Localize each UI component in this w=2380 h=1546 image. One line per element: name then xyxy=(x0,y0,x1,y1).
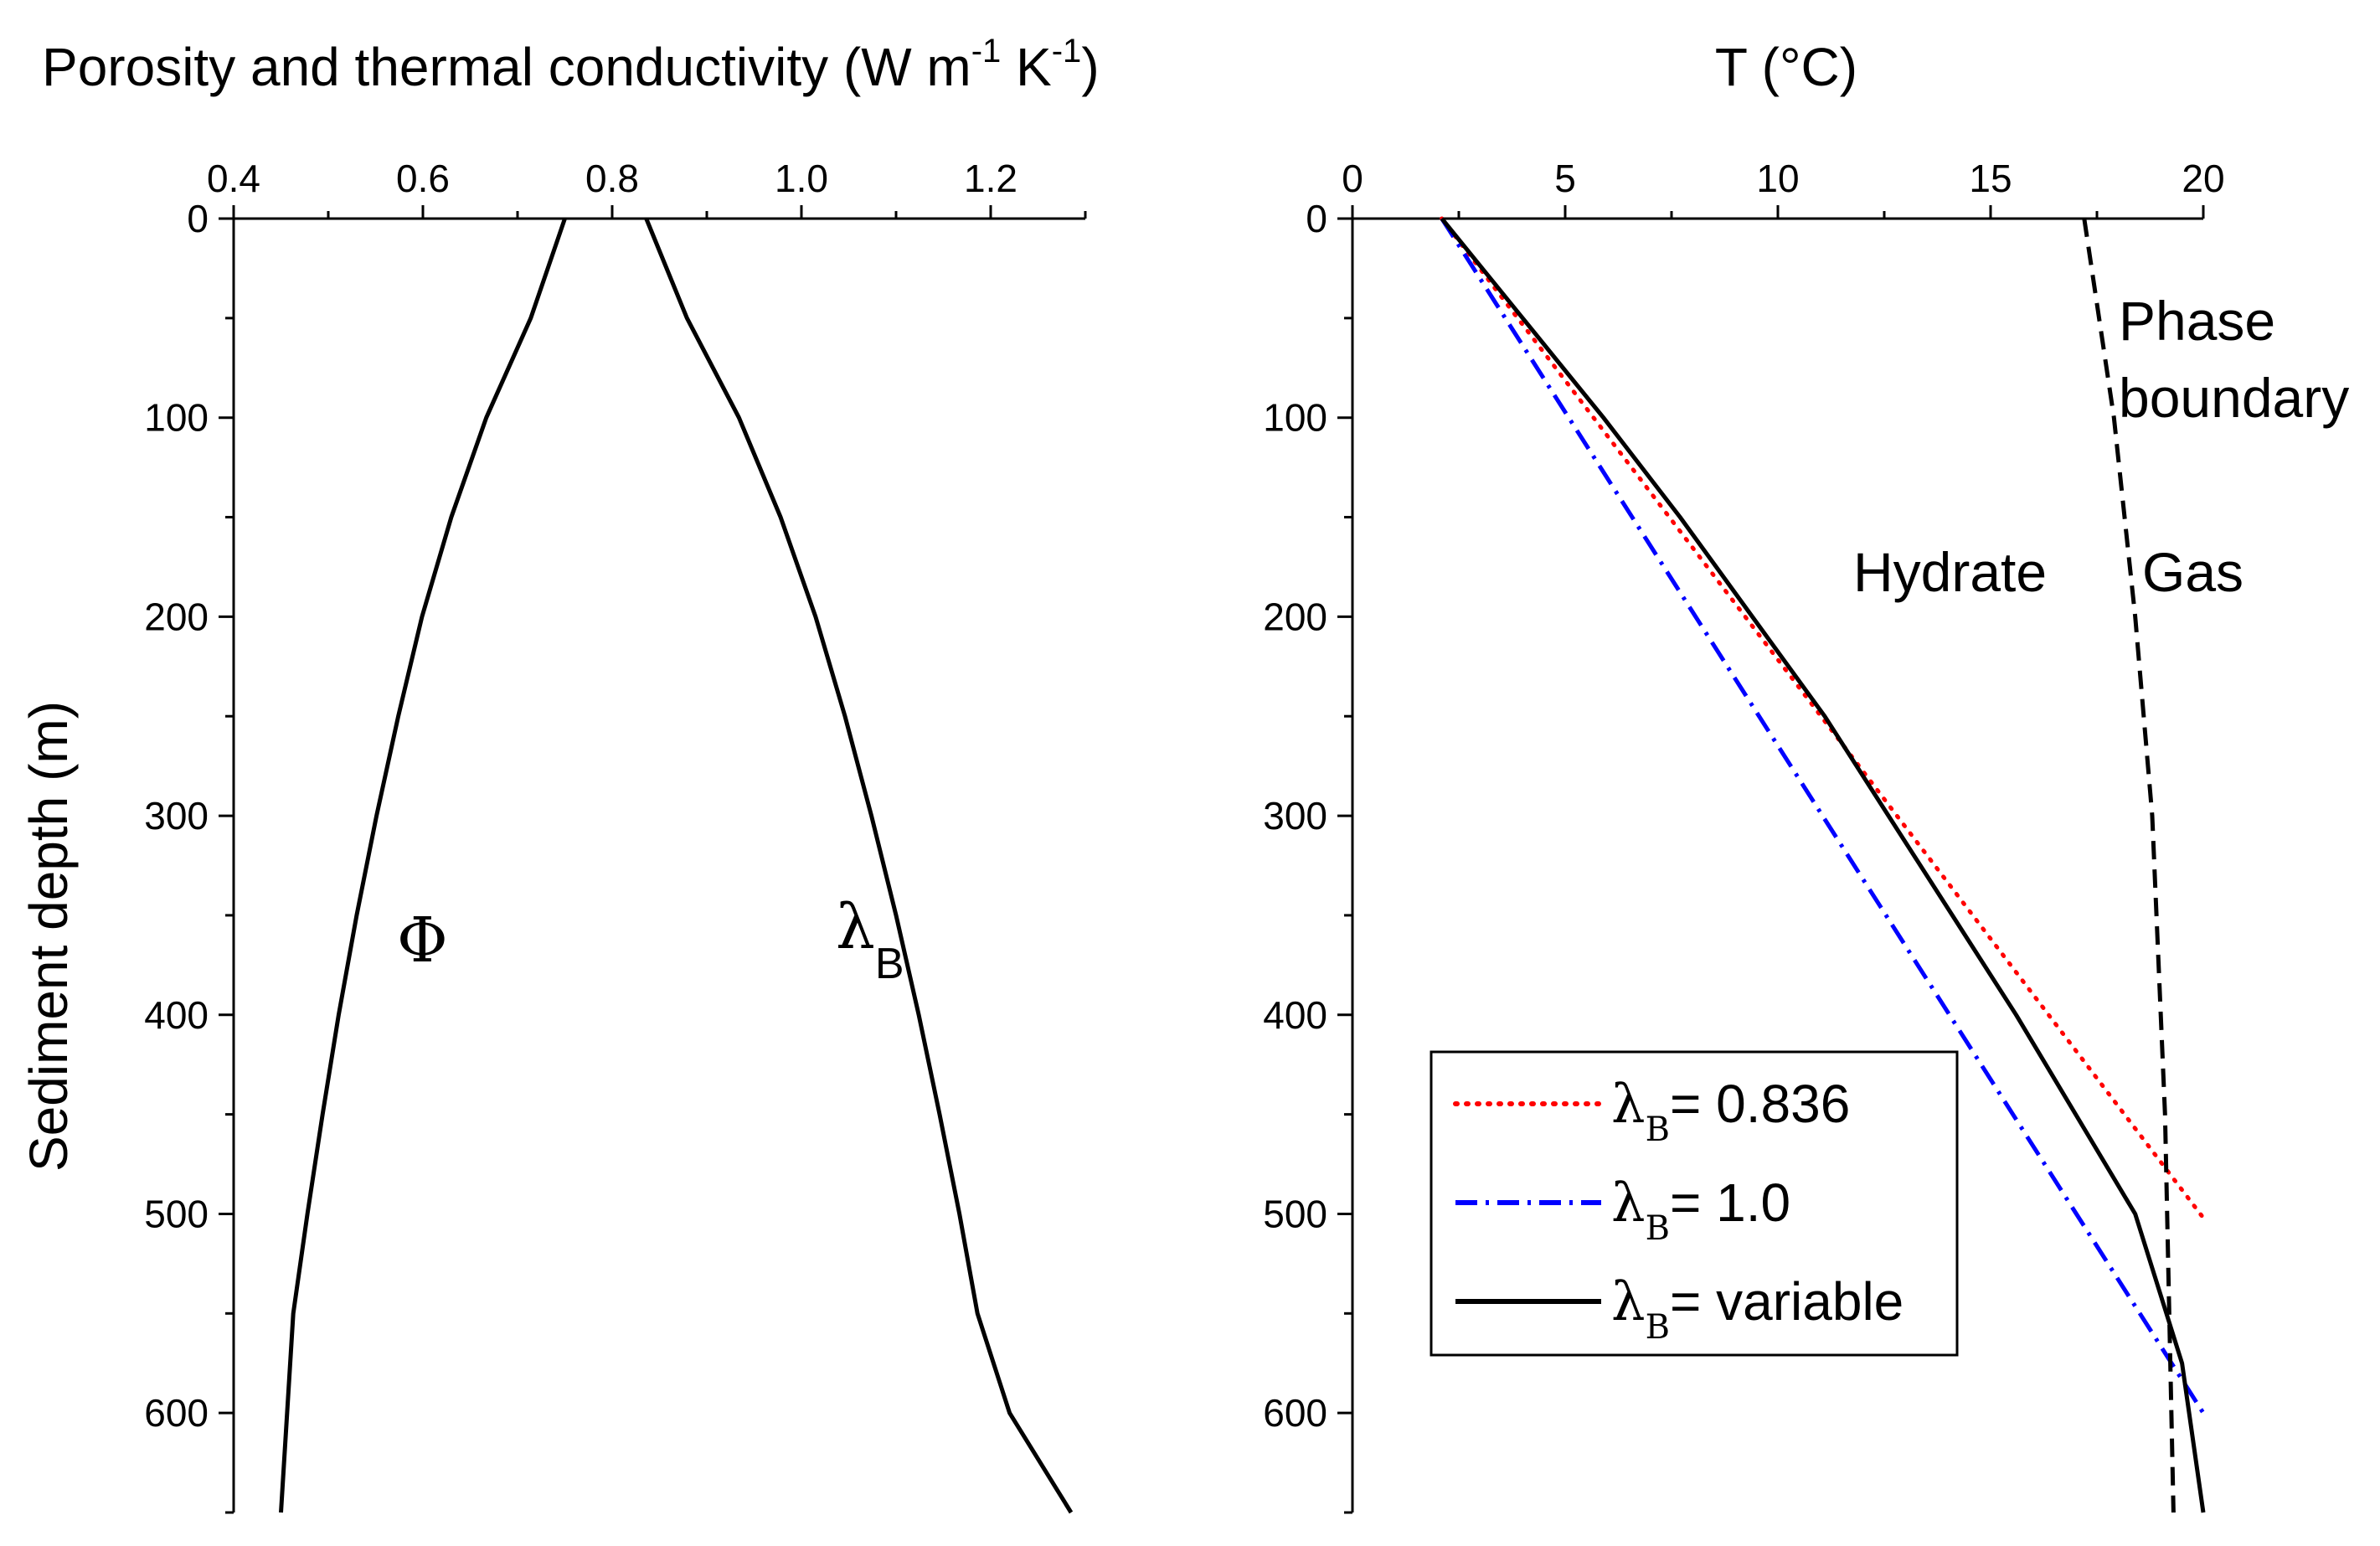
right-y-tick-label: 0 xyxy=(1306,197,1327,240)
left-title-mid: K xyxy=(1001,37,1051,97)
porosity-conductivity-panel: Porosity and thermal conductivity (W m-1… xyxy=(18,33,1100,1514)
left-y-tick-label: 600 xyxy=(144,1391,209,1435)
right-x-tick-label: 20 xyxy=(2182,157,2224,200)
left-y-tick-label: 200 xyxy=(144,595,209,638)
phase-boundary-label-line2: boundary xyxy=(2119,367,2349,429)
right-x-tick-label: 0 xyxy=(1342,157,1363,200)
lambda-curve-label-main: λ xyxy=(836,891,875,963)
y-axis-label: Sediment depth (m) xyxy=(18,701,79,1172)
lambda-curve-label-sub: B xyxy=(875,940,904,988)
left-title-sup1: -1 xyxy=(971,33,1002,70)
left-chart-title: Porosity and thermal conductivity (W m-1… xyxy=(42,33,1100,97)
legend-label-0836-main: λ xyxy=(1611,1074,1646,1136)
gas-label: Gas xyxy=(2142,541,2243,603)
legend-label-variable-rest: = variable xyxy=(1670,1271,1903,1332)
right-x-tick-label: 5 xyxy=(1554,157,1576,200)
right-series-line-1 xyxy=(1440,217,2206,1415)
right-y-tick-label: 600 xyxy=(1263,1391,1327,1435)
legend-label-variable-main: λ xyxy=(1611,1271,1646,1333)
right-y-tick-label: 200 xyxy=(1263,595,1327,638)
right-y-tick-label: 100 xyxy=(1263,396,1327,440)
legend-label-10-main: λ xyxy=(1611,1172,1646,1234)
left-title-sup2: -1 xyxy=(1052,33,1082,70)
legend-label-10-sub: B xyxy=(1646,1209,1670,1248)
legend-label-0836: λB= 0.836 xyxy=(1611,1074,1850,1149)
left-x-tick-label: 0.8 xyxy=(585,157,639,200)
left-x-tick-label: 0.6 xyxy=(396,157,450,200)
legend-label-0836-rest: = 0.836 xyxy=(1670,1074,1850,1134)
hydrate-label: Hydrate xyxy=(1853,541,2047,603)
left-series-line-0 xyxy=(279,218,567,1513)
left-y-tick-label: 400 xyxy=(144,993,209,1037)
legend-label-10: λB= 1.0 xyxy=(1611,1172,1790,1248)
right-y-tick-label: 400 xyxy=(1263,993,1327,1037)
left-y-tick-label: 0 xyxy=(187,197,209,240)
right-x-tick-label: 15 xyxy=(1969,157,2012,200)
phi-curve-label: Φ xyxy=(397,904,448,977)
legend-entry-variable: λB= variable xyxy=(1455,1271,1903,1347)
left-y-tick-label: 300 xyxy=(144,794,209,837)
left-series-line-1 xyxy=(644,218,1074,1514)
right-x-tick-label: 10 xyxy=(1756,157,1799,200)
left-title-end: ) xyxy=(1081,37,1099,97)
legend-entry-0836: λB= 0.836 xyxy=(1453,1074,1850,1149)
right-series-line-0 xyxy=(1440,216,2206,1220)
legend-label-variable-sub: B xyxy=(1646,1308,1670,1347)
right-series xyxy=(1440,216,2206,1513)
right-chart-title: T (°C) xyxy=(1715,37,1857,97)
lambda-curve-label: λB xyxy=(836,891,904,988)
left-y-tick-label: 100 xyxy=(144,396,209,440)
legend-label-variable: λB= variable xyxy=(1611,1271,1903,1347)
right-series-line-3 xyxy=(2082,218,2176,1513)
left-title-main: Porosity and thermal conductivity (W m xyxy=(42,37,971,97)
left-x-tick-label: 0.4 xyxy=(207,157,260,200)
right-y-tick-label: 500 xyxy=(1263,1192,1327,1235)
left-series xyxy=(279,218,1074,1514)
right-series-line-2 xyxy=(1440,217,2206,1513)
legend-label-0836-sub: B xyxy=(1646,1111,1670,1149)
left-x-tick-label: 1.2 xyxy=(964,157,1017,200)
legend-label-10-rest: = 1.0 xyxy=(1670,1172,1790,1233)
left-axes: 0.4 0.6 0.8 1.0 1.2 0 100 200 300 400 500 600 xyxy=(144,157,1087,1514)
legend-entry-10: λB= 1.0 xyxy=(1455,1172,1790,1248)
left-y-tick-label: 500 xyxy=(144,1192,209,1235)
phase-boundary-label-line1: Phase xyxy=(2119,290,2275,352)
legend: λB= 0.836 λB= 1.0 λB= variable xyxy=(1430,1050,1959,1357)
right-y-tick-label: 300 xyxy=(1263,794,1327,837)
left-x-tick-label: 1.0 xyxy=(775,157,828,200)
